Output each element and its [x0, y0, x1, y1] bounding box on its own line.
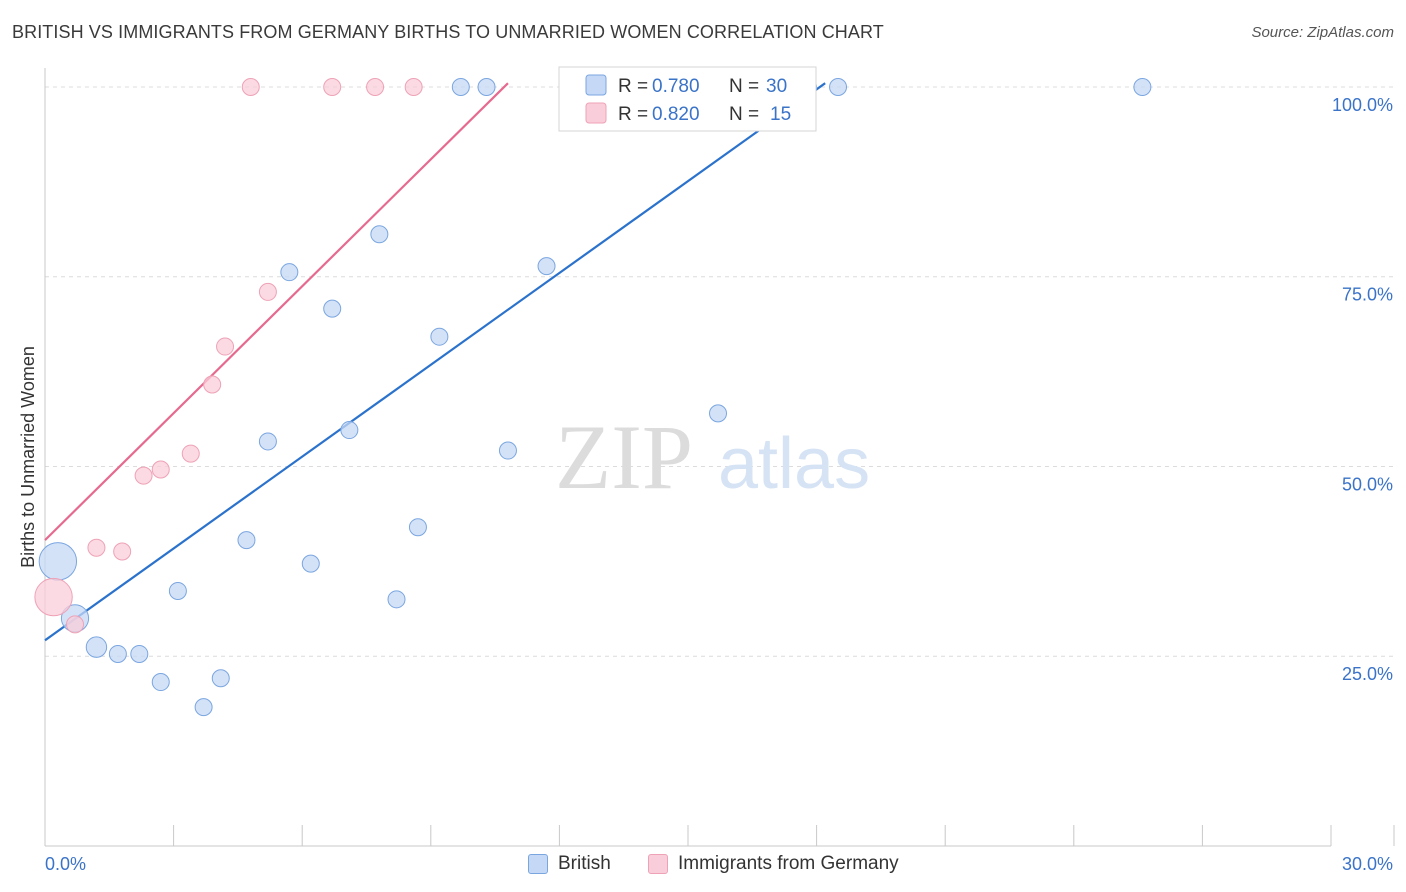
- y-tick-label: 25.0%: [1342, 664, 1393, 684]
- data-point-british: [130, 644, 149, 663]
- stats-germany-swatch: [585, 102, 607, 124]
- data-point-british: [151, 673, 170, 692]
- x-tick-label-min: 0.0%: [45, 854, 86, 874]
- data-points: [34, 77, 1152, 717]
- data-point-british: [211, 669, 230, 688]
- data-point-british: [258, 432, 277, 451]
- legend-germany-swatch: [648, 854, 668, 874]
- data-point-british: [323, 299, 342, 318]
- stats-british-swatch: [585, 74, 607, 96]
- tick-labels: 25.0% 50.0% 75.0% 100.0% 0.0% 30.0%: [45, 95, 1393, 874]
- stats-box: R = 0.780 N = 30 R = 0.820 N = 15: [558, 66, 817, 132]
- stats-germany-n-label: N =: [729, 104, 759, 125]
- data-point-british: [38, 542, 78, 581]
- data-point-germany: [87, 538, 106, 557]
- data-point-british: [537, 257, 556, 276]
- data-point-british: [430, 327, 449, 346]
- stats-british-r-value: 0.780: [652, 76, 700, 97]
- data-point-germany: [241, 77, 260, 96]
- data-point-germany: [323, 77, 342, 96]
- data-point-germany: [181, 444, 200, 463]
- trend-line-british: [44, 82, 826, 642]
- data-point-british: [829, 77, 848, 96]
- stats-germany-r-label: R =: [618, 104, 648, 125]
- data-point-germany: [151, 460, 170, 479]
- watermark-zip: ZIP: [555, 406, 693, 508]
- trend-lines: [44, 82, 826, 642]
- stats-british-n-value: 30: [766, 76, 787, 97]
- y-tick-label: 100.0%: [1332, 95, 1393, 115]
- legend-item-germany[interactable]: Immigrants from Germany: [648, 851, 899, 877]
- data-point-british: [498, 441, 517, 460]
- data-point-british: [451, 77, 470, 96]
- data-point-british: [1133, 77, 1152, 96]
- data-point-british: [194, 698, 213, 717]
- data-point-british: [709, 404, 728, 423]
- data-point-british: [301, 554, 320, 573]
- stats-germany-r-value: 0.820: [652, 104, 700, 125]
- data-point-germany: [34, 577, 73, 617]
- stats-germany-n-value: 15: [770, 104, 791, 125]
- data-point-british: [408, 518, 427, 537]
- watermark-atlas: atlas: [718, 424, 870, 504]
- data-point-germany: [404, 77, 423, 96]
- data-point-british: [280, 263, 299, 282]
- legend-british-swatch: [528, 854, 548, 874]
- trend-line-germany: [44, 82, 509, 541]
- chart-title: BRITISH VS IMMIGRANTS FROM GERMANY BIRTH…: [12, 22, 884, 42]
- data-point-british: [340, 421, 359, 440]
- data-point-british: [387, 590, 406, 609]
- legend-british-label: British: [558, 853, 611, 874]
- axes: [44, 68, 1331, 847]
- data-point-germany: [258, 282, 277, 301]
- source-label: Source: ZipAtlas.com: [1251, 24, 1394, 41]
- data-point-british: [370, 225, 389, 244]
- data-point-germany: [66, 615, 85, 634]
- y-tick-label: 75.0%: [1342, 285, 1393, 305]
- legend-germany-label: Immigrants from Germany: [678, 853, 899, 874]
- stats-british-r-label: R =: [618, 76, 648, 97]
- data-point-british: [168, 581, 187, 600]
- data-point-germany: [216, 337, 235, 356]
- x-tick-label-max: 30.0%: [1342, 854, 1393, 874]
- data-point-germany: [366, 77, 385, 96]
- data-point-british: [477, 77, 496, 96]
- data-point-british: [108, 644, 127, 663]
- data-point-germany: [113, 542, 132, 561]
- data-point-germany: [203, 375, 222, 394]
- legend-item-british[interactable]: British: [528, 851, 611, 877]
- data-point-germany: [134, 466, 153, 485]
- data-point-british: [237, 531, 256, 550]
- data-point-british: [85, 636, 108, 658]
- stats-british-n-label: N =: [729, 76, 759, 97]
- y-tick-label: 50.0%: [1342, 474, 1393, 494]
- watermark: ZIP atlas: [555, 406, 870, 508]
- y-axis-label: Births to Unmarried Women: [18, 346, 38, 568]
